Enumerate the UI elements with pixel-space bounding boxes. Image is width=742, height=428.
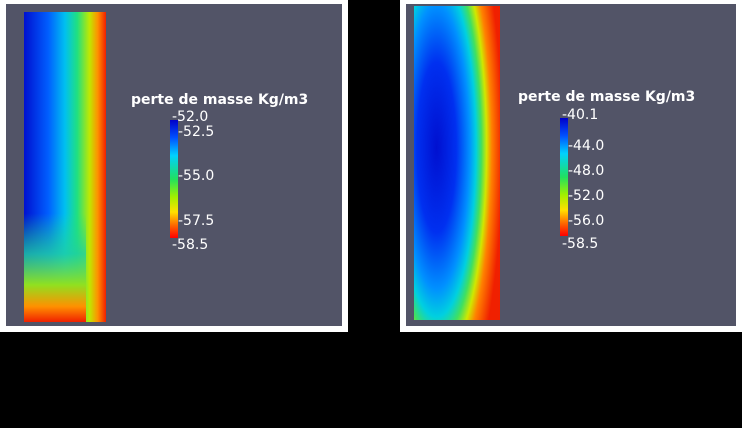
left-panel: perte de masse Kg/m3 -52.0 -52.5 -55.0 -…: [0, 0, 348, 332]
viewport: perte de masse Kg/m3 -52.0 -52.5 -55.0 -…: [6, 4, 342, 326]
legend-label: -55.0: [178, 168, 215, 184]
legend-label: -52.0: [172, 109, 209, 125]
right-panel: perte de masse Kg/m3 -40.1 -44.0 -48.0 -…: [400, 0, 742, 332]
legend-label: -44.0: [568, 138, 605, 154]
color-bar: [170, 120, 178, 238]
legend-label: -52.0: [568, 188, 605, 204]
legend-label: -57.5: [178, 213, 215, 229]
mass-loss-field: [414, 6, 500, 320]
field-render: [414, 6, 500, 320]
legend-label: -58.5: [562, 236, 599, 252]
viewport: perte de masse Kg/m3 -40.1 -44.0 -48.0 -…: [406, 4, 736, 326]
color-bar: [560, 118, 568, 236]
legend-title: perte de masse Kg/m3: [131, 92, 309, 108]
legend-label: -48.0: [568, 163, 605, 179]
legend-label: -40.1: [562, 107, 599, 123]
mass-loss-field: [24, 12, 106, 322]
legend-label: -56.0: [568, 213, 605, 229]
field-render: [24, 12, 106, 322]
legend-title: perte de masse Kg/m3: [518, 89, 696, 105]
legend-label: -58.5: [172, 237, 209, 253]
legend-label: -52.5: [178, 124, 215, 140]
